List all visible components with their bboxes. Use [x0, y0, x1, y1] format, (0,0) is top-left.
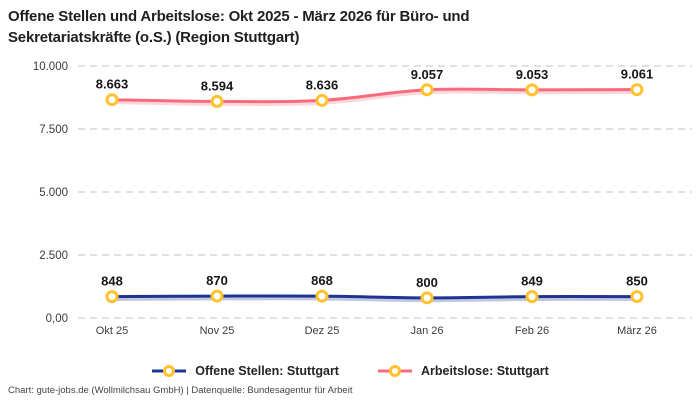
data-point-label: 9.061	[621, 67, 654, 82]
data-point-marker	[420, 83, 434, 97]
x-axis-tick-label: Dez 25	[305, 325, 340, 337]
x-axis-tick-label: März 26	[617, 325, 657, 337]
data-point-label: 8.636	[306, 77, 339, 92]
data-point-marker	[420, 291, 434, 305]
data-point-marker	[525, 290, 539, 304]
data-point-label: 8.594	[201, 78, 234, 93]
data-point-label: 9.057	[411, 67, 444, 82]
series-line-shadow	[111, 296, 638, 303]
data-point-marker	[315, 93, 329, 107]
data-point-marker	[210, 289, 224, 303]
attribution-text: Chart: gute-jobs.de (Wollmilchsau GmbH) …	[8, 385, 353, 396]
data-point-marker	[315, 289, 329, 303]
x-axis-tick-label: Nov 25	[200, 325, 235, 337]
data-point-marker	[630, 83, 644, 97]
chart-title: Offene Stellen und Arbeitslose: Okt 2025…	[8, 8, 470, 46]
plot-area: 0,00 2.500 5.000 7.500 10.000 Okt 25 Nov 25 Dez…	[0, 55, 700, 345]
chart-svg: 0,00 2.500 5.000 7.500 10.000 Okt 25 Nov 25 Dez…	[33, 61, 692, 337]
data-point-marker	[630, 290, 644, 304]
legend-marker-icon	[377, 365, 412, 377]
data-point-label: 9.053	[516, 67, 549, 82]
y-axis-tick-label: 10.000	[33, 61, 68, 73]
data-point-marker	[210, 94, 224, 108]
data-point-label: 8.663	[96, 77, 129, 92]
legend-label: Arbeitslose: Stuttgart	[420, 364, 549, 378]
x-axis-tick-label: Jan 26	[410, 325, 443, 337]
series-line-shadow	[111, 89, 638, 107]
data-point-marker	[105, 93, 119, 107]
data-point-label: 870	[206, 273, 228, 288]
series-line-0	[110, 294, 639, 300]
data-point-marker	[105, 290, 119, 304]
legend-marker-icon	[152, 365, 187, 377]
x-axis-tick-label: Okt 25	[96, 325, 128, 337]
y-axis-tick-label: 7.500	[39, 124, 68, 136]
data-point-label: 850	[626, 274, 648, 289]
series-line-1	[110, 87, 639, 104]
legend-item-0: Offene Stellen: Stuttgart	[151, 364, 339, 378]
data-point-label: 800	[416, 275, 438, 290]
legend-item-1: Arbeitslose: Stuttgart	[377, 364, 549, 378]
y-axis-tick-label: 5.000	[39, 187, 68, 199]
y-axis-tick-label: 0,00	[46, 313, 68, 325]
data-point-label: 849	[521, 274, 543, 289]
y-axis-tick-label: 2.500	[39, 250, 68, 262]
legend: Offene Stellen: Stuttgart Arbeitslose: St…	[0, 360, 700, 382]
x-axis-tick-label: Feb 26	[515, 325, 549, 337]
legend-label: Offene Stellen: Stuttgart	[195, 364, 339, 378]
data-point-label: 868	[311, 273, 333, 288]
data-point-label: 848	[101, 274, 123, 289]
data-point-marker	[525, 83, 539, 97]
